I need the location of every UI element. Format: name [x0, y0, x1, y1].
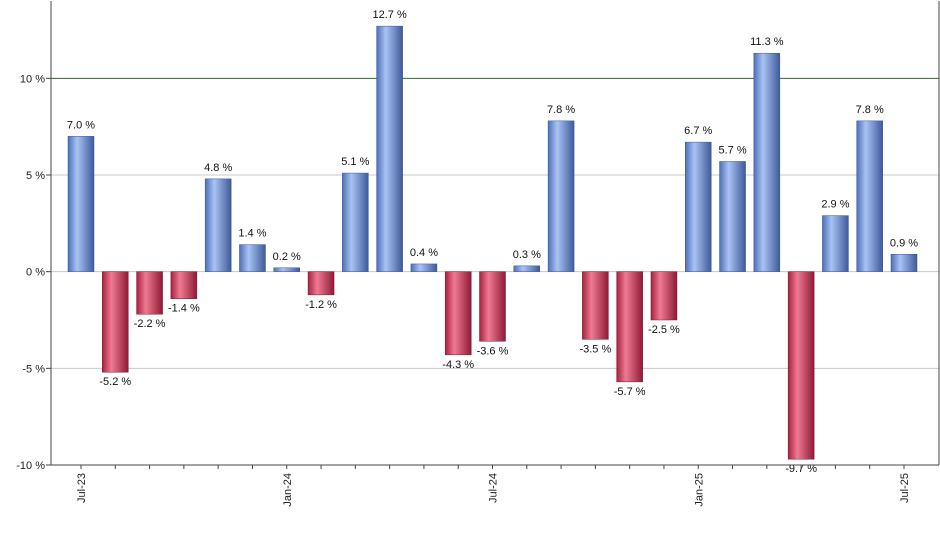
data-label: 7.0 % [67, 119, 95, 131]
y-tick-label: -5 % [22, 363, 45, 375]
data-label: 0.4 % [410, 247, 438, 259]
data-label: -4.3 % [442, 359, 474, 371]
data-label: 5.1 % [341, 156, 369, 168]
bar-sep-23 [136, 271, 163, 315]
data-label: 2.9 % [821, 199, 849, 211]
bar-dec-23 [239, 244, 266, 272]
bar-oct-24 [582, 271, 609, 340]
y-tick-label: 5 % [26, 170, 45, 182]
bar-jan-24 [273, 267, 300, 272]
x-tick-label: Jul-23 [76, 473, 88, 503]
data-label: -1.2 % [305, 299, 337, 311]
data-label: 4.8 % [204, 162, 232, 174]
data-label: 6.7 % [684, 125, 712, 137]
bar-sep-24 [547, 120, 575, 272]
x-tick-label: Jan-25 [693, 473, 705, 507]
bar-mar-25 [753, 52, 781, 272]
data-label: 12.7 % [373, 9, 407, 21]
y-tick-label: 0 % [26, 267, 45, 279]
data-label: -5.7 % [614, 386, 646, 398]
data-label: 0.9 % [890, 237, 918, 249]
bar-may-24 [410, 263, 438, 272]
bar-nov-24 [616, 271, 643, 383]
data-label: 7.8 % [547, 104, 575, 116]
bar-apr-24 [376, 25, 403, 272]
data-label: -1.4 % [168, 303, 200, 315]
bar-jan-25 [685, 141, 712, 272]
bar-jul-25 [890, 254, 918, 272]
x-tick-label: Jul-24 [488, 473, 500, 503]
bar-nov-23 [204, 178, 232, 272]
axes-layer: -10 % -5 % 0 % 5 % 10 % Jul-23 Jan-24 Jul-24 Jan… [16, 1, 940, 507]
bar-jun-25 [856, 120, 883, 272]
bars-layer [67, 25, 918, 460]
data-label: 0.2 % [273, 251, 301, 263]
bar-feb-25 [719, 161, 746, 272]
data-label: -2.2 % [134, 318, 166, 330]
bar-jul-24 [479, 271, 506, 342]
y-tick-label: -10 % [16, 460, 45, 472]
data-label: -3.5 % [579, 343, 611, 355]
bar-feb-24 [307, 271, 335, 296]
y-tick-label: 10 % [20, 73, 45, 85]
bar-dec-24 [650, 271, 678, 321]
data-label: 5.7 % [718, 144, 746, 156]
bar-aug-23 [102, 271, 129, 373]
bar-apr-25 [787, 271, 815, 460]
data-label: 11.3 % [750, 36, 784, 48]
data-label: 7.8 % [856, 104, 884, 116]
data-label: -5.2 % [99, 376, 131, 388]
data-label: 1.4 % [238, 228, 266, 240]
bar-may-25 [822, 215, 849, 272]
bar-jul-23 [67, 136, 95, 272]
data-label: -2.5 % [648, 324, 680, 336]
data-label: 0.3 % [513, 249, 541, 261]
x-tick-label: Jul-25 [899, 473, 911, 503]
data-labels-layer: 7.0 % -5.2 % -2.2 %-1.4 % 4.8 % 1.4 % 0.2 % -1… [67, 9, 918, 475]
x-tick-label: Jan-24 [282, 473, 294, 507]
bar-mar-24 [342, 172, 369, 272]
data-label: -3.6 % [477, 345, 509, 357]
bar-aug-24 [513, 265, 541, 272]
data-label: -9.7 % [785, 463, 817, 475]
bar-jun-24 [444, 271, 472, 356]
bar-oct-23 [170, 271, 198, 299]
